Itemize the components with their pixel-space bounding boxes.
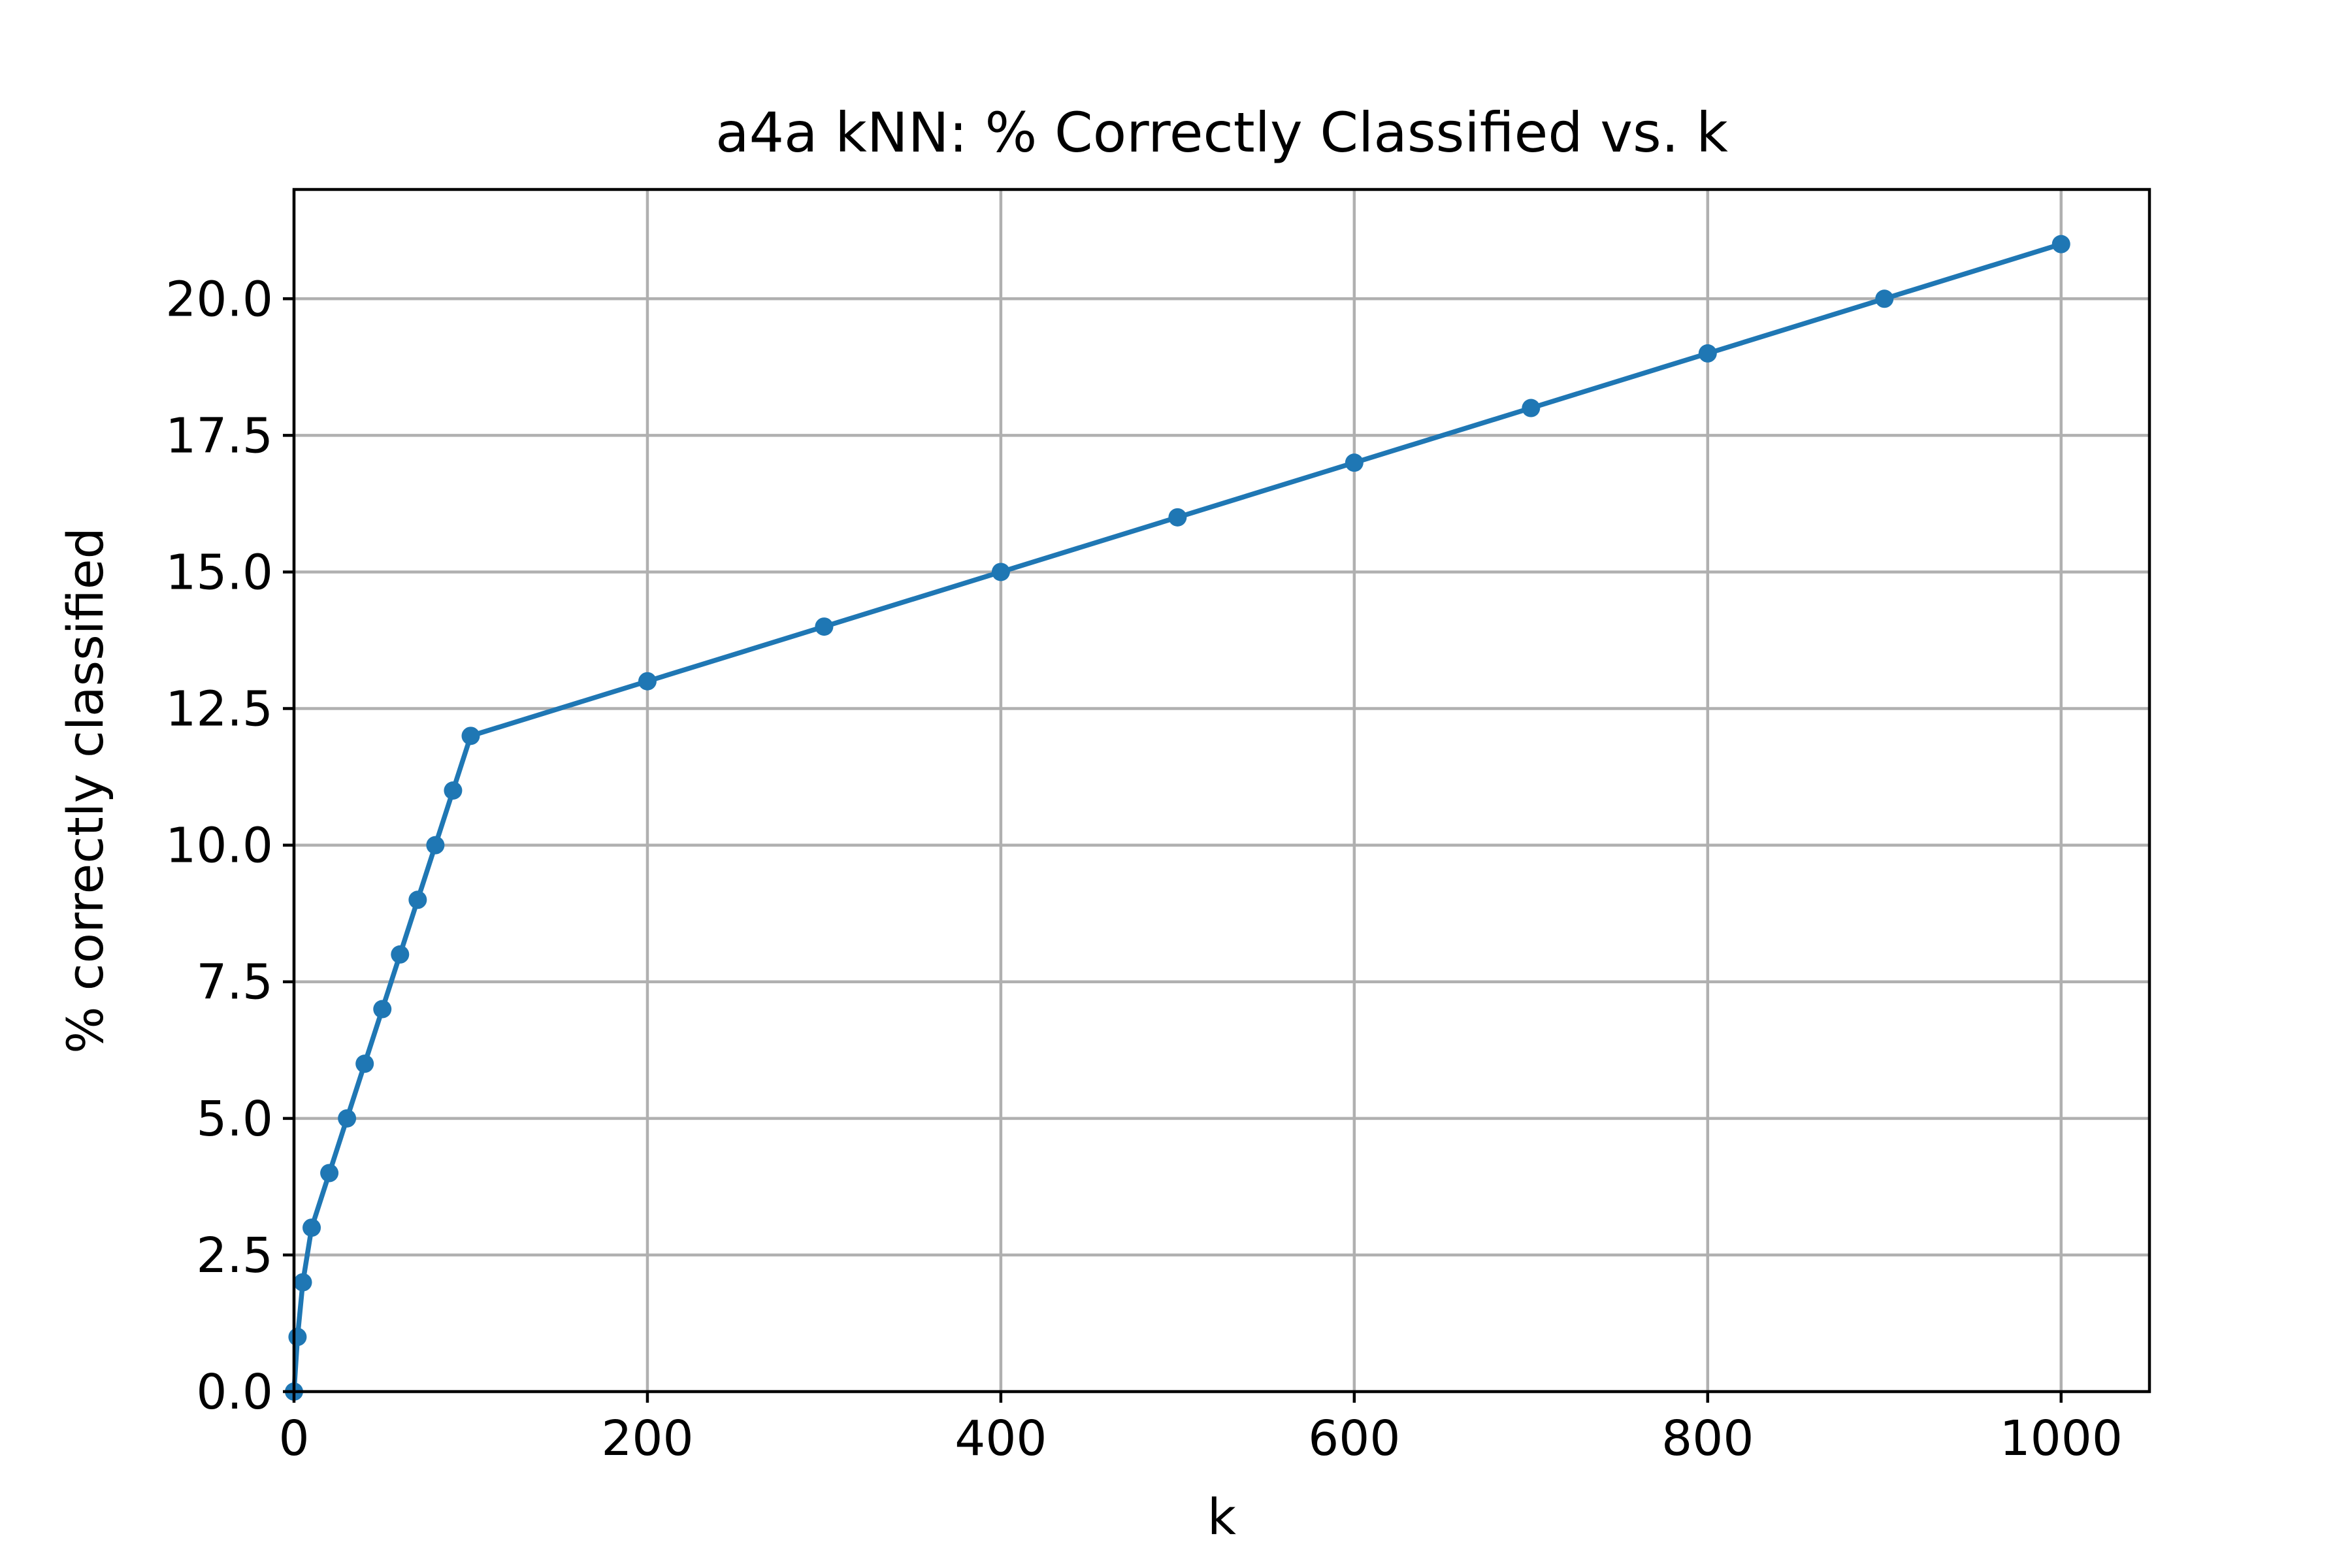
data-point (338, 1109, 357, 1128)
data-point (1875, 289, 1894, 308)
data-point (355, 1054, 374, 1073)
data-point (638, 672, 657, 691)
data-point (320, 1164, 339, 1183)
y-tick-label: 0.0 (196, 1364, 273, 1420)
data-point (1698, 344, 1717, 363)
chart-title: a4a kNN: % Correctly Classified vs. k (715, 101, 1728, 165)
y-tick-label: 7.5 (196, 955, 273, 1011)
data-point (391, 945, 410, 964)
data-point (1168, 508, 1187, 527)
series-line (291, 241, 2064, 1394)
y-axis-label: % correctly classified (56, 527, 114, 1053)
plot-frame (292, 188, 2151, 1394)
x-tick-label: 0 (278, 1411, 309, 1467)
data-point (815, 617, 834, 636)
data-point (408, 890, 427, 909)
series-layer (285, 235, 2070, 1401)
data-point (1522, 399, 1541, 417)
y-axis: 0.0 2.5 5.0 7.5 10.0 12.5 15.0 17.5 20.0 (165, 271, 294, 1420)
data-point (288, 1328, 307, 1347)
y-tick-label: 2.5 (196, 1228, 273, 1284)
y-tick-label: 10.0 (165, 818, 273, 874)
data-point (293, 1273, 312, 1292)
x-tick-label: 800 (1661, 1411, 1754, 1467)
data-point (991, 563, 1010, 581)
x-axis: 0 200 400 600 800 1000 (278, 1392, 2123, 1467)
data-point (373, 1000, 392, 1019)
y-tick-label: 20.0 (165, 271, 273, 327)
x-tick-label: 600 (1308, 1411, 1400, 1467)
y-tick-label: 15.0 (165, 544, 273, 600)
data-point (1345, 453, 1364, 472)
x-axis-label: k (1207, 1488, 1236, 1546)
data-point (426, 836, 445, 855)
data-point (2051, 235, 2070, 253)
y-tick-label: 12.5 (165, 681, 273, 738)
grid (292, 189, 2149, 1394)
data-point (302, 1218, 321, 1237)
data-point (444, 781, 463, 800)
y-tick-label: 17.5 (165, 408, 273, 464)
x-tick-label: 1000 (2000, 1411, 2123, 1467)
data-point (461, 727, 480, 745)
y-tick-label: 5.0 (196, 1091, 273, 1147)
x-tick-label: 200 (601, 1411, 693, 1467)
x-tick-label: 400 (955, 1411, 1047, 1467)
